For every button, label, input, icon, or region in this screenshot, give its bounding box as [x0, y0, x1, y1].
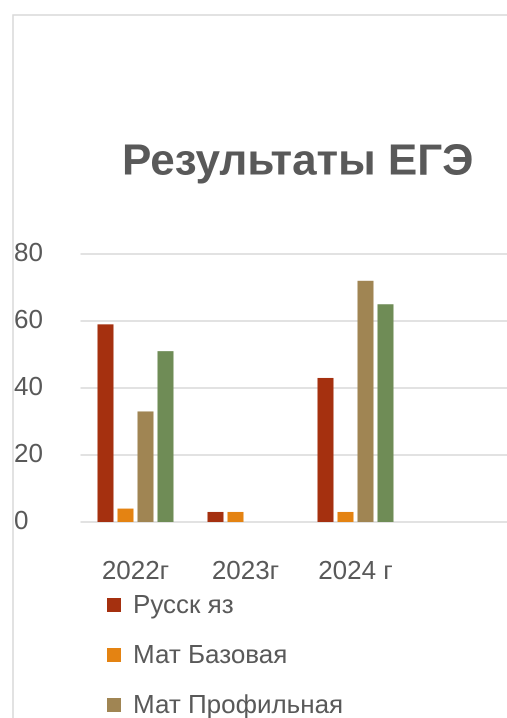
bar — [337, 511, 354, 522]
y-tick-label: 40 — [14, 371, 43, 401]
legend-swatch — [107, 598, 121, 612]
x-tick-label: 2022г — [102, 555, 169, 585]
x-tick-label: 2023г — [212, 555, 279, 585]
bar — [227, 511, 244, 522]
bar — [207, 511, 224, 522]
legend-label: Русск яз — [133, 589, 234, 619]
y-tick-label: 20 — [14, 438, 43, 468]
legend-label: Мат Профильная — [133, 689, 343, 718]
legend-label: Мат Базовая — [133, 639, 287, 669]
chart-border — [12, 14, 507, 718]
y-tick-label: 0 — [14, 505, 28, 535]
bar — [357, 280, 374, 522]
chart-title: Результаты ЕГЭ — [122, 136, 473, 185]
legend-swatch — [107, 648, 121, 662]
bar — [377, 304, 394, 522]
bar — [317, 377, 334, 522]
legend-swatch — [107, 698, 121, 712]
y-tick-label: 80 — [14, 237, 43, 267]
bar — [157, 351, 174, 522]
bar — [97, 324, 114, 522]
bar — [117, 508, 134, 522]
x-tick-label: 2024 г — [318, 555, 393, 585]
bar — [137, 411, 154, 522]
y-tick-label: 60 — [14, 304, 43, 334]
